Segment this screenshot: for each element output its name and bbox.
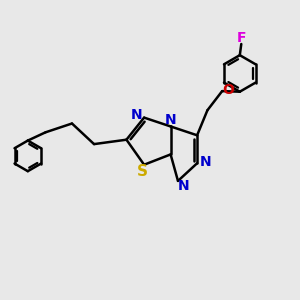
Text: N: N	[200, 155, 211, 169]
Text: N: N	[165, 113, 176, 127]
Text: S: S	[137, 164, 148, 179]
Text: F: F	[236, 31, 246, 45]
Text: N: N	[131, 108, 142, 122]
Text: N: N	[178, 179, 189, 193]
Text: O: O	[223, 82, 235, 97]
